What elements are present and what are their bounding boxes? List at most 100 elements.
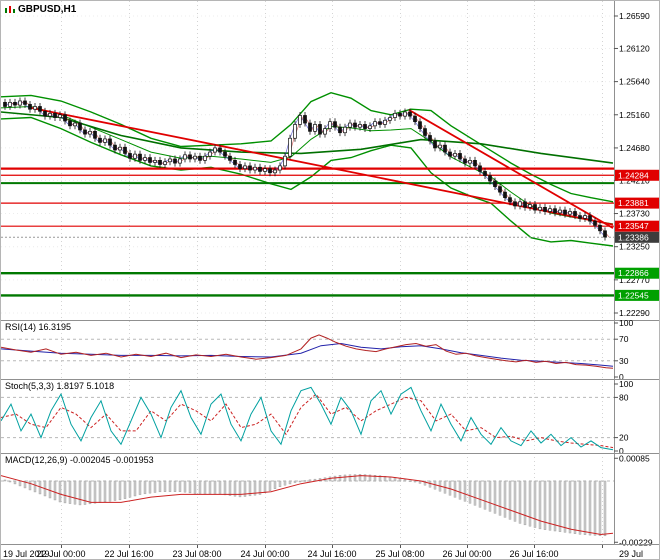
macd-bar (538, 480, 542, 530)
candle-body (18, 100, 22, 106)
svg-text:80: 80 (619, 392, 629, 402)
candle-body (308, 122, 312, 132)
svg-text:1.23250: 1.23250 (619, 242, 650, 252)
candle-body (228, 155, 232, 161)
macd-bar (153, 480, 157, 493)
macd-bar (88, 480, 92, 505)
macd-bar (543, 480, 547, 530)
candle-body (38, 106, 42, 112)
candle-body (233, 160, 237, 165)
candle-body (428, 135, 432, 142)
macd-bar (468, 480, 472, 504)
candle-body (138, 153, 142, 161)
macd-bar (508, 480, 512, 520)
macd-bar (488, 480, 492, 512)
candle-body (408, 111, 412, 117)
candle-body (178, 158, 182, 164)
svg-text:1.22545: 1.22545 (618, 290, 649, 300)
svg-text:1.25640: 1.25640 (619, 77, 650, 87)
macd-bar (428, 480, 432, 488)
macd-bar (118, 480, 122, 501)
candle-body (158, 160, 162, 165)
rsi-indicator-label: RSI(14) 16.3195 (5, 322, 72, 332)
macd-bar (168, 480, 172, 492)
macd-bar (363, 474, 367, 482)
macd-bar (573, 480, 577, 534)
candle-body (508, 197, 512, 203)
svg-text:100: 100 (619, 318, 633, 328)
macd-bar (133, 480, 137, 497)
macd-bar (238, 480, 242, 498)
macd-bar (353, 474, 357, 482)
candle-body (153, 160, 157, 163)
svg-text:1.23730: 1.23730 (619, 209, 650, 219)
candle-body (273, 169, 277, 174)
macd-bar (288, 480, 292, 485)
main-chart (1, 91, 614, 297)
macd-bar (293, 480, 297, 483)
macd-bar (518, 480, 522, 524)
candle-body (193, 155, 197, 160)
candle-body (548, 208, 552, 212)
svg-text:20: 20 (619, 433, 629, 443)
macd-bar (458, 480, 462, 500)
candle-body (268, 168, 272, 174)
macd-bar (403, 479, 407, 482)
price-badge: 1.23881 (615, 197, 659, 209)
macd-bar (78, 480, 82, 506)
macd-bar (268, 480, 272, 491)
macd-bar (258, 480, 262, 495)
svg-text:1.23547: 1.23547 (618, 221, 649, 231)
candle-body (483, 171, 487, 176)
macd-bar (108, 480, 112, 502)
candle-body (68, 120, 72, 127)
svg-text:1.23881: 1.23881 (618, 198, 649, 208)
macd-signal-line (1, 475, 614, 536)
symbol-timeframe-label: GBPUSD,H1 (5, 4, 76, 15)
macd-bar (298, 480, 302, 483)
candle-body (198, 155, 202, 161)
price-badge: 1.23547 (615, 220, 659, 232)
macd-panel: 0.00085 -0.00229 (1, 453, 659, 547)
svg-text:30: 30 (619, 356, 629, 366)
candle-body (458, 153, 462, 160)
candle-body (43, 110, 47, 117)
macd-bar (173, 480, 177, 492)
macd-bar (513, 480, 517, 522)
candle-body (468, 160, 472, 164)
candle-body (543, 206, 547, 212)
macd-bar (188, 480, 192, 494)
macd-indicator-label: MACD(12,26,9) -0.002045 -0.001953 (5, 455, 154, 465)
macd-bar (483, 480, 487, 510)
macd-bar (273, 480, 277, 489)
macd-bar (413, 480, 417, 483)
candle-body (588, 215, 592, 222)
macd-bar (408, 480, 412, 482)
candle-body (33, 106, 37, 110)
candle-body (218, 147, 222, 153)
macd-bar (103, 480, 107, 503)
candle-body (73, 122, 77, 127)
candle-body (553, 208, 557, 214)
macd-bar (208, 480, 212, 495)
macd-bar (53, 480, 57, 501)
svg-text:24 Jul 00:00: 24 Jul 00:00 (240, 549, 289, 559)
candle-body (528, 204, 532, 208)
macd-bar (593, 480, 597, 536)
macd-bar (383, 475, 387, 482)
svg-text:23 Jul 08:00: 23 Jul 08:00 (172, 549, 221, 559)
candle-body (488, 175, 492, 182)
candle-body (133, 153, 137, 159)
candle-body (383, 119, 387, 125)
candle-body (278, 165, 282, 171)
candle-body (298, 115, 302, 125)
candle-body (143, 157, 147, 161)
macd-bar (58, 480, 62, 503)
candle-body (498, 186, 502, 193)
macd-bar (68, 480, 72, 504)
macd-bar (213, 480, 217, 495)
macd-bar (283, 480, 287, 486)
macd-bar (523, 480, 527, 526)
svg-text:1.22866: 1.22866 (618, 268, 649, 278)
